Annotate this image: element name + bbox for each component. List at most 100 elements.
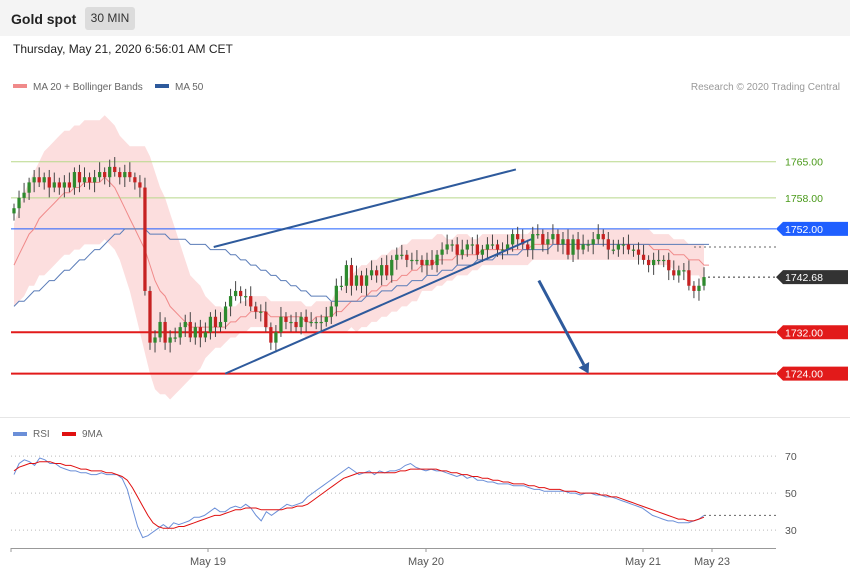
candle-body	[57, 182, 61, 188]
level-label-target: 1765.00	[785, 157, 823, 169]
candle-body	[460, 249, 464, 255]
price-tags: 1765.00 1758.00 1752.00 1742.68 1732.00 1724.…	[776, 157, 848, 381]
candle-body	[395, 254, 399, 260]
candle-body	[410, 259, 414, 262]
candle-body	[641, 254, 646, 260]
candle-body	[269, 327, 273, 343]
level-label-support: 1732.00	[785, 327, 823, 339]
candle-body	[128, 172, 132, 178]
candle-body	[244, 296, 248, 298]
candle-body	[581, 244, 585, 250]
x-tick-label: May 19	[190, 556, 226, 568]
candle-body	[254, 306, 258, 312]
level-label-target: 1758.00	[785, 193, 823, 205]
candle-body	[475, 244, 479, 255]
candle-body	[667, 259, 671, 271]
candle-body	[92, 177, 97, 183]
candle-body	[440, 249, 444, 255]
candle-body	[551, 234, 555, 240]
candle-body	[465, 244, 469, 250]
instrument-title: Gold spot	[11, 11, 77, 27]
candle-body	[173, 337, 177, 339]
candle-body	[158, 321, 162, 338]
legend-label-9ma: 9MA	[82, 429, 103, 440]
candle-body	[480, 249, 485, 255]
candle-body	[17, 197, 21, 209]
candle-body	[626, 244, 631, 250]
rsi-tick-label: 70	[785, 451, 797, 463]
candle-body	[591, 239, 595, 245]
candle-body	[329, 306, 333, 317]
candle-body	[299, 316, 303, 328]
candle-body	[601, 234, 605, 240]
channel-upper-line	[213, 168, 517, 248]
candle-body	[430, 259, 434, 266]
candle-body	[284, 316, 288, 322]
candle-body	[677, 270, 681, 276]
candle-body	[289, 321, 293, 324]
candle-body	[233, 290, 238, 297]
candle-body	[385, 265, 389, 276]
candle-body	[702, 277, 706, 286]
candle-body	[118, 172, 122, 178]
projection-arrow-head	[578, 361, 590, 374]
candle-body	[566, 239, 570, 255]
bollinger-bands	[14, 115, 704, 400]
candle-body	[138, 182, 142, 188]
candle-body	[344, 265, 349, 286]
level-tag-support	[776, 325, 848, 340]
candle-body	[646, 259, 651, 266]
candle-body	[163, 321, 167, 343]
interval-badge[interactable]: 30 MIN	[85, 7, 135, 30]
candle-body	[309, 321, 313, 324]
candle-body	[485, 244, 490, 250]
candle-body	[415, 259, 419, 262]
candle-body	[32, 177, 36, 183]
candle-body	[259, 311, 263, 313]
candle-body	[526, 244, 530, 250]
level-tag-resistance	[776, 221, 848, 236]
candle-body	[319, 321, 323, 324]
level-tag-support	[776, 366, 848, 381]
trend-channel	[213, 168, 590, 375]
candle-body	[123, 172, 127, 178]
projection-arrow-line	[537, 279, 586, 366]
candle-body	[687, 270, 691, 286]
candle-body	[37, 177, 41, 183]
candle-body	[188, 321, 192, 338]
candle-body	[67, 182, 72, 188]
candle-body	[203, 332, 208, 338]
legend-label-rsi: RSI	[33, 429, 50, 440]
level-tag-last_price	[776, 270, 848, 285]
candle-body	[354, 275, 359, 286]
rsi-tick-label: 50	[785, 488, 797, 500]
candle-body	[450, 244, 454, 246]
candle-body	[470, 244, 474, 246]
channel-lower-line	[224, 238, 532, 375]
chart-header: Gold spot 30 MIN	[0, 0, 850, 36]
candle-body	[571, 239, 575, 255]
candle-body	[153, 337, 157, 343]
candle-body	[334, 285, 338, 307]
candle-body	[143, 187, 147, 291]
candle-body	[339, 285, 344, 287]
candle-body	[364, 275, 369, 286]
candle-body	[561, 239, 565, 245]
candle-body	[264, 311, 268, 328]
candle-body	[103, 172, 107, 178]
candle-body	[425, 259, 429, 266]
candle-body	[510, 234, 515, 245]
candle-body	[586, 244, 590, 246]
candle-body	[536, 234, 540, 236]
candle-body	[198, 327, 202, 338]
candle-body	[178, 327, 182, 338]
rsi-line	[13, 457, 705, 539]
candle-body	[193, 327, 197, 338]
candle-body	[651, 259, 656, 266]
candle-body	[52, 182, 56, 188]
candle-body	[405, 254, 409, 260]
candle-body	[546, 239, 550, 245]
candle-body	[400, 254, 404, 256]
candle-body	[304, 316, 308, 322]
rsi-tick-label: 30	[785, 525, 797, 537]
